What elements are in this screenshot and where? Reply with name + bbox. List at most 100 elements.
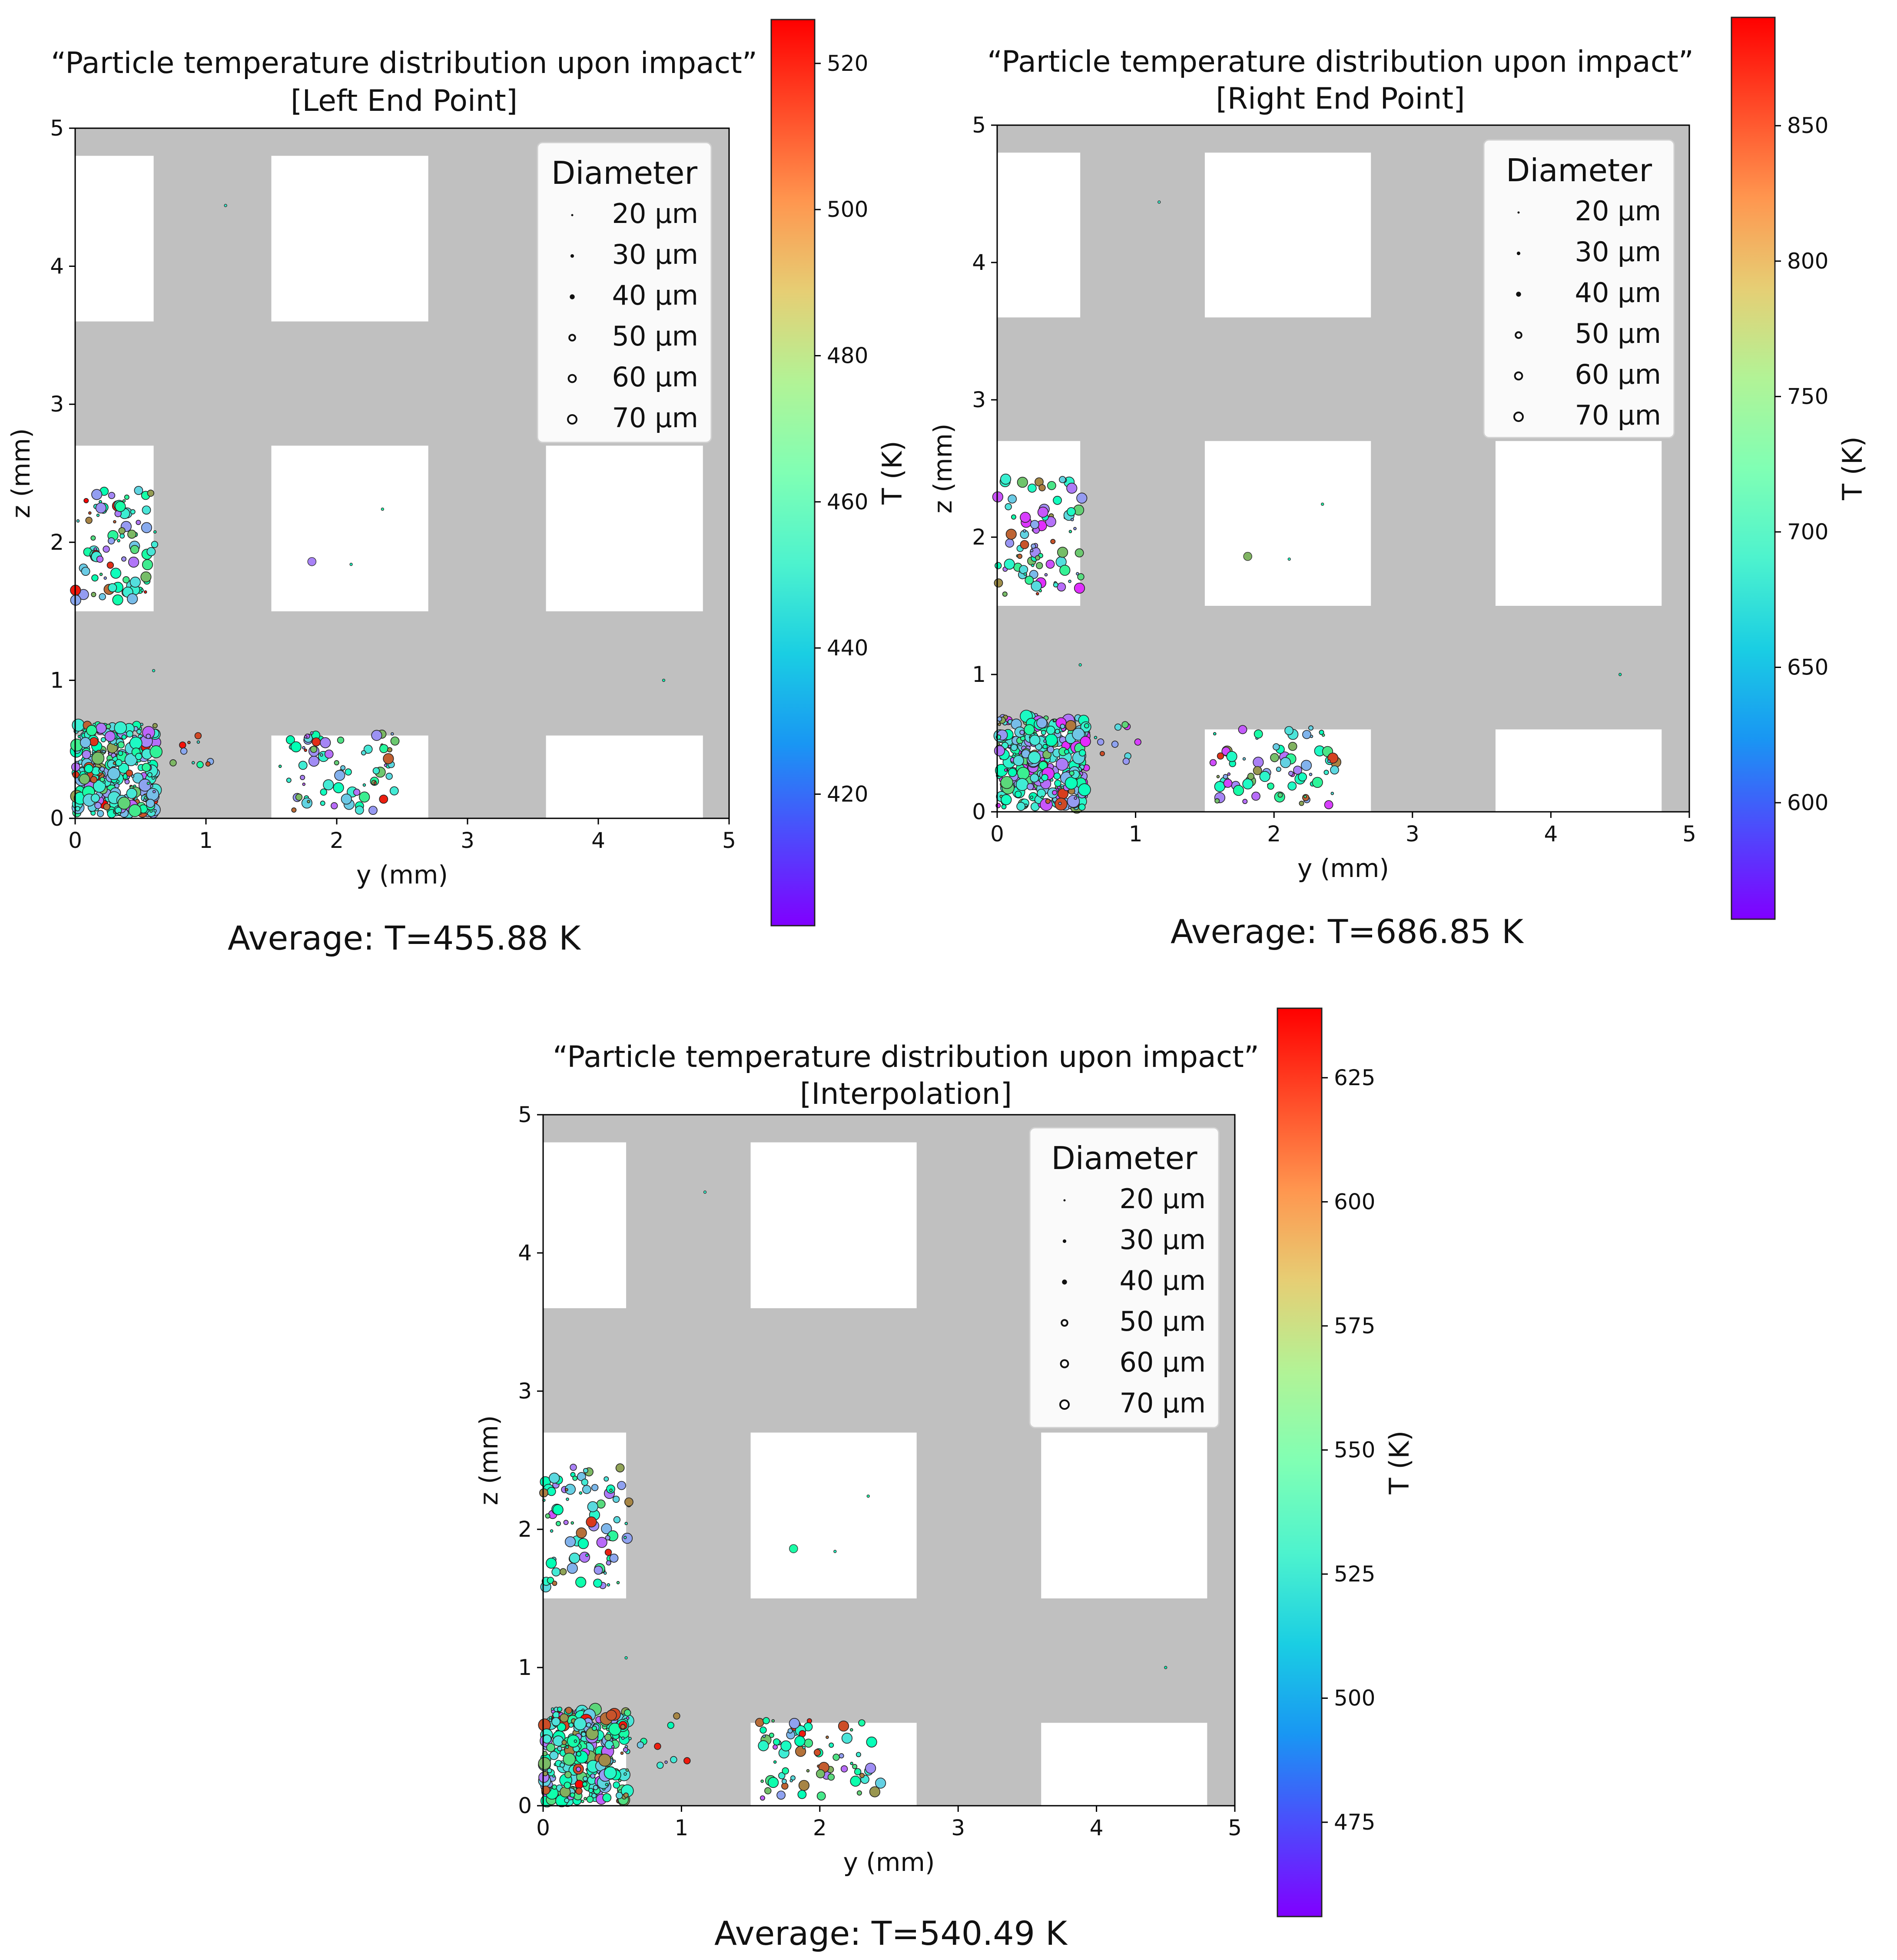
legend-marker: [570, 254, 574, 258]
x-tick-label: 3: [951, 1815, 965, 1840]
x-tick-label: 0: [536, 1815, 550, 1840]
particle-point: [1059, 565, 1071, 576]
particle-point: [1053, 582, 1058, 588]
particle-point: [1303, 795, 1307, 798]
particle-point: [1330, 791, 1334, 795]
particle-point: [760, 1795, 766, 1801]
particle-point: [762, 1734, 766, 1738]
particle-point: [1309, 773, 1313, 776]
legend-marker: [567, 414, 577, 425]
particle-point: [854, 1768, 862, 1775]
particle-point: [612, 1495, 620, 1503]
particle-point: [1242, 778, 1254, 790]
particle-point: [75, 806, 80, 811]
particle-point: [1064, 749, 1069, 754]
y-tick-label: 2: [972, 525, 986, 550]
particle-point: [586, 1516, 597, 1528]
particle-point: [373, 781, 377, 785]
particle-point: [564, 1771, 572, 1778]
particle-point: [623, 1709, 631, 1717]
particle-point: [624, 1497, 633, 1507]
particle-point: [363, 744, 373, 754]
particle-point: [1060, 724, 1065, 729]
x-tick-label: 5: [1228, 1815, 1242, 1840]
particle-point: [153, 530, 157, 534]
particle-point: [142, 505, 151, 515]
particle-point: [93, 780, 106, 793]
particle-point: [994, 745, 1005, 757]
particle-point: [553, 1735, 564, 1747]
particle-point: [107, 767, 120, 780]
particle-point: [1010, 744, 1018, 751]
particle-point: [1121, 721, 1129, 728]
particle-point: [1031, 580, 1042, 592]
particle-point: [798, 1780, 809, 1791]
particle-point: [304, 748, 308, 752]
particle-point: [869, 1786, 880, 1797]
particle-point: [205, 761, 211, 767]
particle-point: [196, 740, 200, 744]
particle-point: [379, 744, 388, 754]
substrate-cutout: [997, 153, 1081, 318]
particle-point: [577, 1472, 586, 1482]
particle-point: [576, 1527, 587, 1538]
panel-left-title-line2: [Left End Point]: [291, 84, 517, 118]
panel-interp-title-line1: “Particle temperature distribution upon …: [553, 1040, 1259, 1074]
particle-point: [1209, 759, 1217, 767]
particle-point: [1288, 771, 1294, 776]
particle-point: [115, 759, 123, 767]
legend-entry-label: 30 µm: [612, 239, 698, 270]
particle-point: [609, 1553, 619, 1563]
particle-point: [1312, 777, 1323, 788]
particle-point: [579, 1491, 583, 1495]
particle-point: [654, 1743, 661, 1750]
particle-point: [833, 1550, 837, 1553]
substrate-cutout: [1041, 1723, 1207, 1806]
panel-left-text: “Particle temperature distribution upon …: [51, 46, 757, 957]
y-axis-label: z (mm): [928, 423, 958, 513]
particle-point: [1084, 723, 1089, 729]
particle-point: [96, 555, 104, 563]
panel-left-title-line1: “Particle temperature distribution upon …: [51, 46, 757, 80]
particle-points: [538, 1190, 1167, 1807]
y-tick-label: 0: [518, 1793, 532, 1818]
particle-point: [782, 1767, 789, 1775]
y-axis-label: z (mm): [474, 1415, 504, 1505]
particle-point: [180, 747, 188, 755]
particle-point: [1302, 730, 1311, 739]
panel-right-average: Average: T=686.85 K: [1171, 912, 1524, 951]
particle-point: [1029, 734, 1041, 746]
colorbar-tick-label: 500: [827, 197, 868, 222]
particle-point: [1327, 759, 1331, 763]
particle-point: [224, 204, 227, 207]
particle-point: [802, 1746, 806, 1749]
particle-point: [547, 1577, 554, 1584]
particle-point: [121, 556, 126, 562]
particle-point: [1004, 768, 1008, 772]
particle-point: [304, 735, 308, 739]
substrate-cutout: [1041, 1432, 1207, 1598]
particle-point: [146, 788, 159, 801]
particle-point: [113, 761, 116, 765]
particle-point: [301, 797, 313, 809]
particle-point: [1330, 765, 1339, 775]
colorbar-tick-label: 420: [827, 781, 868, 807]
particle-point: [1077, 573, 1084, 581]
substrate-cutout: [1495, 729, 1662, 812]
x-tick-label: 1: [199, 828, 213, 853]
particle-point: [602, 1793, 612, 1802]
particle-point: [114, 721, 127, 734]
particle-point: [852, 1764, 858, 1769]
particle-point: [1046, 725, 1055, 735]
particle-point: [1214, 781, 1225, 792]
particle-point: [91, 592, 96, 598]
particle-point: [121, 734, 127, 740]
particle-point: [1254, 729, 1263, 739]
colorbar-label: T (K): [876, 441, 908, 505]
x-tick-label: 4: [591, 828, 605, 853]
particle-point: [1005, 538, 1015, 548]
x-tick-label: 0: [990, 821, 1004, 847]
particle-point: [565, 1745, 569, 1749]
particle-point: [191, 761, 195, 764]
particle-point: [1076, 572, 1079, 575]
